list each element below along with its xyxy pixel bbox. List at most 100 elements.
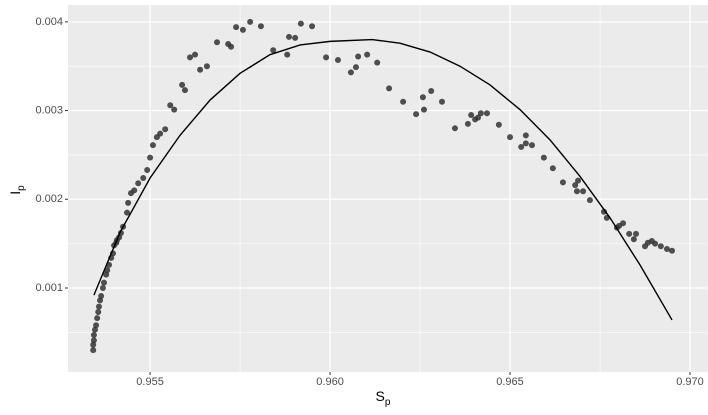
- point: [98, 292, 105, 299]
- point: [187, 54, 194, 61]
- fit-line: [93, 38, 673, 321]
- point: [99, 284, 106, 291]
- point: [559, 179, 566, 186]
- point: [386, 85, 393, 92]
- x-axis-title-main: S: [376, 388, 385, 404]
- point: [419, 94, 426, 101]
- point: [355, 53, 362, 60]
- point: [451, 125, 458, 132]
- point: [284, 51, 291, 58]
- point: [157, 130, 164, 137]
- point: [214, 39, 221, 46]
- point: [197, 66, 204, 73]
- point: [135, 180, 142, 187]
- point: [477, 110, 484, 117]
- x-tick-label: 0.955: [136, 376, 164, 388]
- point: [540, 154, 547, 161]
- point: [522, 132, 529, 139]
- point: [669, 247, 676, 254]
- point: [468, 112, 475, 119]
- point: [620, 220, 627, 227]
- point: [483, 110, 490, 117]
- y-axis-title-sub: p: [16, 185, 27, 191]
- point: [572, 182, 579, 189]
- x-tick-label: 0.960: [316, 376, 344, 388]
- point: [203, 63, 210, 70]
- point: [323, 54, 330, 61]
- point: [657, 243, 664, 250]
- y-tick-label: 0.001: [35, 282, 63, 294]
- point: [464, 120, 471, 127]
- point: [652, 240, 659, 247]
- y-tick-label: 0.003: [35, 104, 63, 116]
- point: [171, 106, 178, 113]
- point: [228, 43, 235, 50]
- point: [438, 98, 445, 105]
- point: [90, 347, 97, 354]
- point: [94, 315, 101, 322]
- y-axis-title: Ip: [7, 185, 27, 195]
- point: [600, 208, 607, 215]
- point: [663, 245, 670, 252]
- x-axis-title: Sp: [376, 388, 391, 408]
- point: [334, 57, 341, 64]
- point: [239, 26, 246, 33]
- point: [167, 102, 174, 109]
- point: [131, 187, 138, 194]
- point: [233, 24, 240, 31]
- point: [144, 167, 151, 174]
- point: [93, 322, 100, 329]
- point: [90, 341, 97, 348]
- point: [104, 267, 111, 274]
- point: [630, 236, 637, 243]
- point: [90, 332, 97, 339]
- y-tick-label: 0.004: [35, 16, 63, 28]
- point: [257, 23, 264, 30]
- point: [495, 121, 502, 128]
- point: [124, 209, 131, 216]
- x-axis-title-sub: p: [385, 397, 391, 408]
- point: [247, 18, 254, 25]
- point: [364, 51, 371, 58]
- point: [95, 303, 102, 310]
- point: [586, 197, 593, 204]
- point: [309, 23, 316, 30]
- point: [149, 142, 156, 149]
- point: [633, 230, 640, 237]
- point: [420, 106, 427, 113]
- panel: [68, 5, 708, 372]
- point: [580, 188, 587, 195]
- y-axis-title-main: I: [7, 191, 23, 195]
- point: [518, 143, 525, 150]
- x-tick-label: 0.965: [496, 376, 524, 388]
- point: [374, 59, 381, 66]
- point: [147, 154, 154, 161]
- point: [507, 134, 514, 141]
- point: [181, 87, 188, 94]
- point: [270, 47, 277, 54]
- y-tick-label: 0.002: [35, 193, 63, 205]
- point: [162, 126, 169, 133]
- point: [95, 308, 102, 315]
- point: [179, 81, 186, 88]
- point: [140, 174, 147, 181]
- plot-layer: 0.955 0.960 0.965 0.970 0.001 0.002 0.003 0.004: [35, 5, 708, 388]
- point: [474, 114, 481, 121]
- point: [573, 188, 580, 195]
- point: [549, 165, 556, 172]
- point: [626, 230, 633, 237]
- point: [192, 51, 199, 58]
- point: [347, 69, 354, 76]
- point: [522, 140, 529, 147]
- point: [125, 199, 132, 206]
- x-tick-label: 0.970: [676, 376, 704, 388]
- point: [575, 177, 582, 184]
- point: [352, 64, 359, 71]
- point: [413, 111, 420, 118]
- point: [100, 279, 107, 286]
- point: [428, 88, 435, 95]
- point: [297, 20, 304, 27]
- point: [528, 142, 535, 149]
